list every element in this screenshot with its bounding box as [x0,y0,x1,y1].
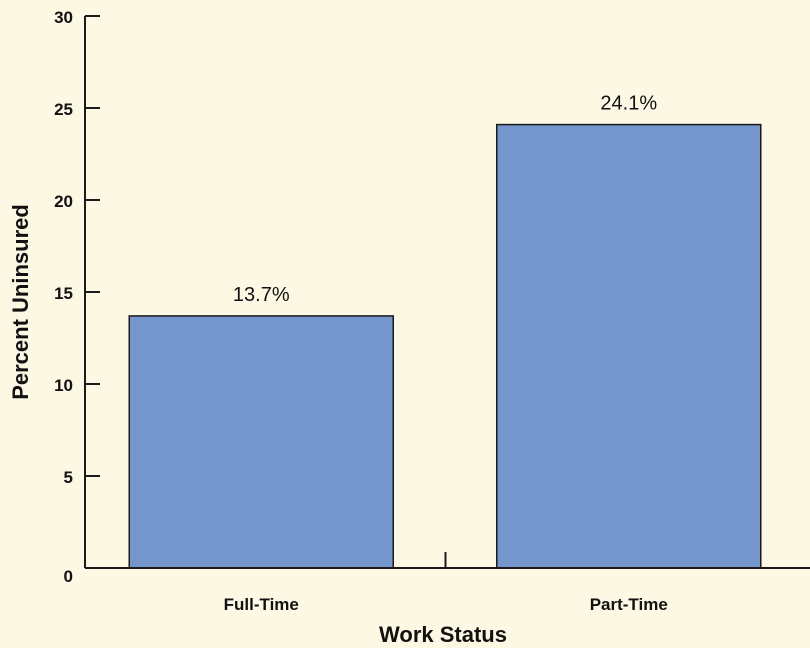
x-category-label-part-time: Part-Time [590,595,668,614]
data-label-part-time: 24.1% [600,93,657,115]
x-category-label-full-time: Full-Time [224,595,299,614]
y-axis-title: Percent Uninsured [8,204,33,400]
y-tick-label-10: 10 [54,376,73,395]
y-tick-label-15: 15 [54,284,73,303]
y-tick-label-25: 25 [54,100,73,119]
y-tick-label-0: 0 [64,567,73,586]
bar-part-time [496,123,762,569]
y-tick-label-20: 20 [54,192,73,211]
bar-full-time [128,315,394,569]
y-tick-label-30: 30 [54,8,73,27]
y-tick-label-5: 5 [64,468,73,487]
bars-layer [128,123,762,569]
labels-layer: 0 5 10 15 20 25 30 Full-Time 13.7% Part-Time 24.1% [54,8,668,614]
data-label-full-time: 13.7% [233,284,290,306]
x-axis-title: Work Status [379,622,507,647]
axes-layer [84,15,810,569]
